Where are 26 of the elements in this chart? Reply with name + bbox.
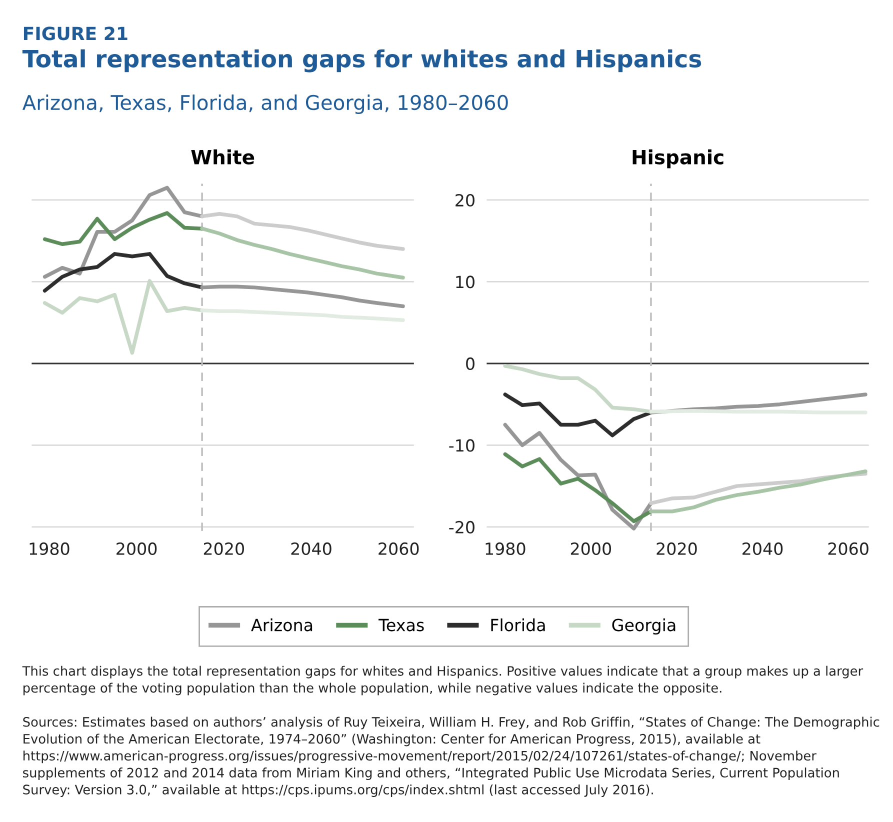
- x-tick-label: 1980: [30, 542, 70, 556]
- chart-title: Hispanic: [632, 149, 724, 168]
- y-tick-label: -10: [449, 439, 474, 452]
- chart-title: White: [191, 149, 254, 164]
- caption: FIGURE 21: [24, 26, 128, 40]
- x-tick-label: 2000: [570, 542, 612, 556]
- y-tick-label: 10: [456, 276, 474, 288]
- x-tick-label: 2020: [204, 542, 244, 556]
- legend-label: Texas: [378, 618, 424, 632]
- y-tick-label: 0: [466, 357, 474, 370]
- legend-label: Arizona: [251, 618, 312, 632]
- legend-label: Georgia: [612, 618, 676, 635]
- text: Arizona, Texas, Florida, and Georgia, 1980–2060: [22, 94, 508, 114]
- text: Total representation gaps for whites and Hispanics: [22, 49, 702, 72]
- x-tick-label: 2040: [742, 542, 783, 556]
- text: This chart displays the total representation gaps for whites and Hispanics. Positive values indicate that a group makes up a larger percentage of the voting population than the whole population, while negative values indicate the opposite.: [22, 666, 864, 696]
- y-tick-label: -20: [449, 520, 474, 534]
- x-tick-label: 2060: [378, 542, 419, 556]
- y-tick-label: 20: [456, 194, 474, 207]
- x-tick-label: 2040: [291, 542, 332, 556]
- x-tick-label: 2000: [116, 542, 157, 556]
- x-tick-label: 2020: [656, 542, 697, 556]
- x-tick-label: 1980: [486, 542, 526, 556]
- legend-label: Florida: [491, 618, 545, 632]
- x-tick-label: 2060: [828, 542, 868, 556]
- source-note: Sources: Estimates based on authors’ analysis of Ruy Teixeira, William H. Frey, and Rob Griffin, “States of Change: The Demographic Evolution of the American Electorate, 1974–2060” (Washington: Center for American Progress, 2015), available at https://www.american-progress.org/issues/progressive-movement/report/2015/02/24/107261/states-of-change/; November supplements of 2012 and 2014 data from Miriam King and others, “Integrated Public Use Microdata Series, Current Population Survey: Version 3.0,” available at https://cps.ipums.org/cps/index.shtml (last accessed July 2016).: [23, 716, 880, 797]
